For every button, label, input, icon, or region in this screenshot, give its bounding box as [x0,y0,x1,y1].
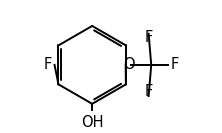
Text: O: O [123,57,134,72]
Text: F: F [145,30,153,45]
Text: OH: OH [81,115,103,130]
Text: F: F [171,57,179,72]
Text: F: F [145,84,153,99]
Text: F: F [44,57,52,72]
